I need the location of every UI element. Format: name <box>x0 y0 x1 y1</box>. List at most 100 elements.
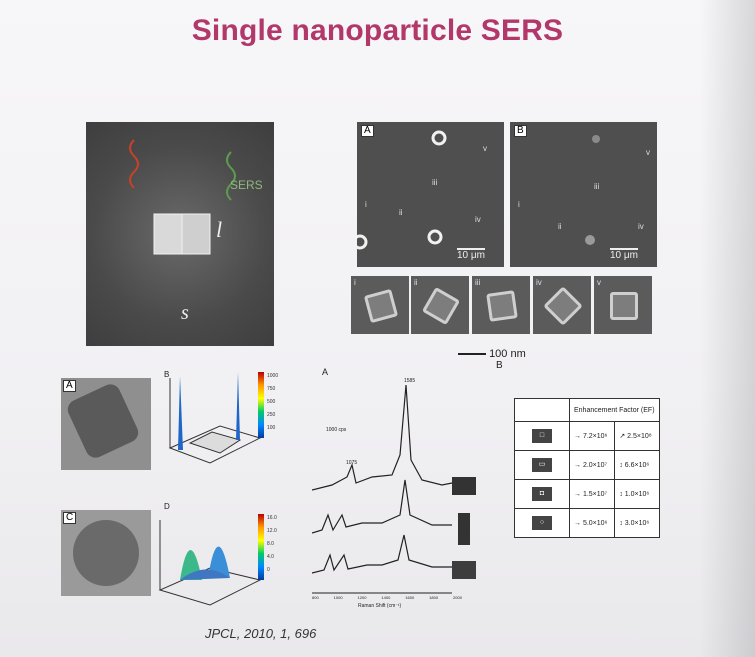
tick: 1400 <box>381 595 391 600</box>
ef-value: ↕ 1.0×10⁶ <box>614 479 660 509</box>
enhancement-factor-table: Enhancement Factor (EF) □ → 7.2×10⁶ ↗ 2.… <box>514 398 660 538</box>
nanoparticle-shape <box>363 288 399 324</box>
tick: 1000 <box>333 595 343 600</box>
ef-value: ↗ 2.5×10⁸ <box>614 421 660 451</box>
tile-label: v <box>597 278 601 287</box>
spectrum-traces <box>312 384 453 594</box>
illustration-svg <box>129 139 236 255</box>
nanoparticle-shape <box>610 292 638 320</box>
ef-value: ↕ 6.6×10⁶ <box>614 450 660 480</box>
particle-icon-cell: ◘ <box>514 479 570 509</box>
tick: 800 <box>312 595 319 600</box>
panel-b-label: B <box>164 370 170 379</box>
tile-label: iv <box>536 278 542 287</box>
intensity-scale: 1000 cps <box>326 427 347 433</box>
particle-spots-b <box>585 135 600 245</box>
nanoparticle-tile-iii: iii <box>472 276 530 334</box>
peak-label-main: 1585 <box>404 378 416 384</box>
citation: JPCL, 2010, 1, 696 <box>205 626 317 641</box>
panel-c-label: C <box>63 512 77 524</box>
nanoparticle-tile-v: v <box>594 276 652 334</box>
x-axis-label: Raman Shift (cm⁻¹) <box>358 603 402 609</box>
nanosphere-tem <box>73 520 139 586</box>
spectrum-inset-1 <box>452 477 476 495</box>
tile-label: i <box>354 278 356 287</box>
peak-label-small: 1075 <box>346 460 358 466</box>
roman-ii: ii <box>558 222 562 231</box>
tile-label: iii <box>475 278 481 287</box>
nanoparticle-tile-i: i <box>351 276 409 334</box>
panel-a-label: A <box>361 125 374 137</box>
header-blank <box>514 398 570 422</box>
tick: 4.0 <box>267 554 274 560</box>
tick: 250 <box>267 412 276 418</box>
tick: 1200 <box>357 595 367 600</box>
tick: 1000 <box>267 373 279 379</box>
laser-wave-icon <box>129 139 139 189</box>
panel-a-label: A <box>63 380 76 392</box>
particle-icon-cell: □ <box>514 421 570 451</box>
colorbar-bottom <box>258 514 264 580</box>
sers-wave-icon <box>226 151 236 201</box>
tiles-scale-sub: B <box>496 360 503 371</box>
nanoparticle-tile-iv: iv <box>533 276 591 334</box>
nanocube-right <box>181 213 211 255</box>
ef-value: → 5.0×10⁶ <box>568 508 616 538</box>
darkfield-image-b: B i ii iii iv v 10 μm <box>510 122 657 267</box>
polar-plot-b: B 1000 750 500 250 100 <box>150 368 290 478</box>
particle-icon-cell: ▭ <box>514 450 570 480</box>
nanocube-tem <box>64 381 142 461</box>
slide-title: Single nanoparticle SERS <box>191 14 564 47</box>
polar-plot-d: D 16.0 12.0 8.0 4.0 0 <box>150 500 290 610</box>
nanoparticle-shape <box>486 290 518 322</box>
particle-icon: ▭ <box>532 458 552 472</box>
roman-v: v <box>646 148 650 157</box>
spectrum-panel-label: A <box>322 367 329 377</box>
particle-spots-a <box>357 130 447 250</box>
l-label: l <box>216 217 223 242</box>
nanoparticle-shape <box>543 286 583 326</box>
spectrum-inset-2 <box>458 513 470 545</box>
scale-text: 100 nm <box>489 348 526 360</box>
panel-b-label: B <box>514 125 527 137</box>
sers-label: SERS <box>230 178 263 192</box>
colorbar-top <box>258 372 264 438</box>
ef-value: → 7.2×10⁶ <box>568 421 616 451</box>
polar-3d-plot-icon <box>168 372 262 464</box>
table-row: ◘ → 1.5×10⁷ ↕ 1.0×10⁶ <box>514 479 660 509</box>
projection-shadow <box>700 0 755 657</box>
nanoparticle-shape <box>421 286 461 326</box>
tem-image-c: C <box>61 510 151 596</box>
tem-image-a: A <box>61 378 151 470</box>
tick: 1800 <box>429 595 439 600</box>
tick: 750 <box>267 386 276 392</box>
particle-icon-cell: ○ <box>514 508 570 538</box>
table-header-row: Enhancement Factor (EF) <box>514 398 660 422</box>
roman-ii: ii <box>399 208 403 217</box>
tick: 12.0 <box>267 528 277 534</box>
spectrum-inset-3 <box>452 561 476 579</box>
ef-value: → 2.0×10⁷ <box>568 450 616 480</box>
roman-iv: iv <box>475 215 481 224</box>
particle-icon: □ <box>532 429 552 443</box>
illustration-panel: SERS l s <box>86 122 274 346</box>
tick: 2000 <box>453 595 462 600</box>
tiles-scale-bar: 100 nm <box>458 348 526 360</box>
tick: 8.0 <box>267 541 274 547</box>
roman-iv: iv <box>638 222 644 231</box>
tick: 0 <box>267 567 270 573</box>
colorbar-bottom-ticks: 16.0 12.0 8.0 4.0 0 <box>267 512 277 577</box>
darkfield-image-a: A i ii iii iv v 10 μm <box>357 122 504 267</box>
roman-iii: iii <box>432 178 438 187</box>
roman-i: i <box>365 200 367 209</box>
tick: 1600 <box>405 595 415 600</box>
tick: 500 <box>267 399 276 405</box>
scale-bar-a: 10 μm <box>457 248 485 261</box>
roman-i: i <box>518 200 520 209</box>
tick: 100 <box>267 425 276 431</box>
ef-value: → 1.5×10⁷ <box>568 479 616 509</box>
nanocube-left <box>153 213 183 255</box>
particle-icon: ◘ <box>532 487 552 501</box>
polar-3d-plot-icon <box>158 520 262 606</box>
raman-spectra: A 1585 1075 1000 cps 800 1000 1200 1400 … <box>312 365 492 615</box>
